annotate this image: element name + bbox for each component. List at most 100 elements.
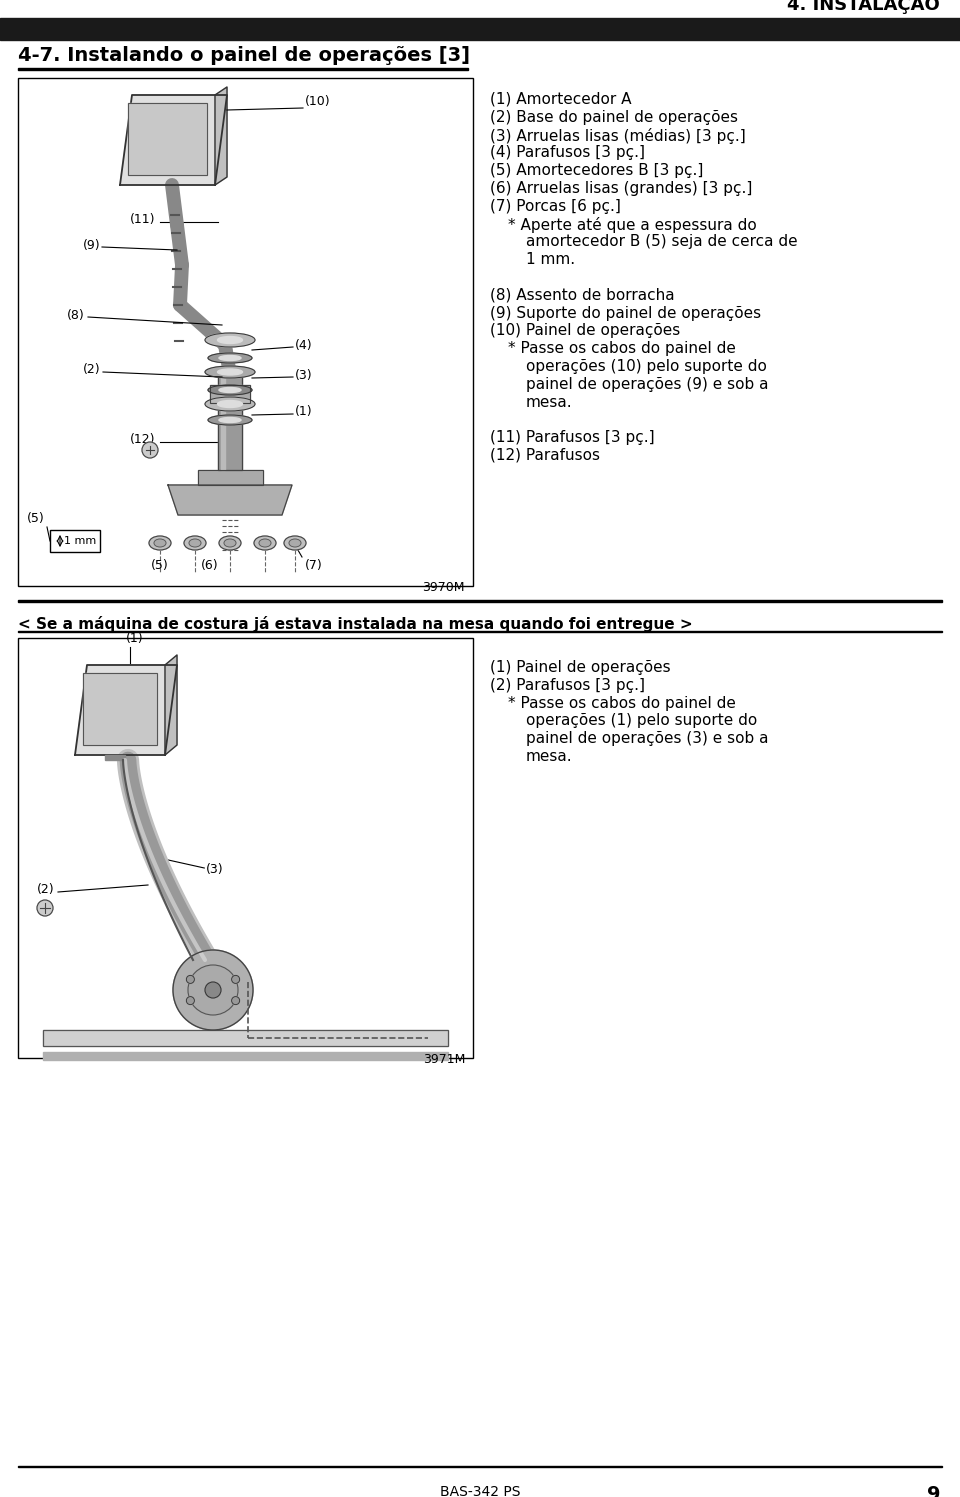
Bar <box>221 376 225 470</box>
Text: (2): (2) <box>37 883 55 897</box>
Text: (1): (1) <box>295 406 313 419</box>
Text: (6) Arruelas lisas (grandes) [3 pç.]: (6) Arruelas lisas (grandes) [3 pç.] <box>490 181 753 196</box>
Ellipse shape <box>205 397 255 412</box>
Text: (4): (4) <box>295 338 313 352</box>
Bar <box>128 103 207 175</box>
Text: 3971M: 3971M <box>422 1052 465 1066</box>
Text: 4-7. Instalando o painel de operações [3]: 4-7. Instalando o painel de operações [3… <box>18 46 470 64</box>
Ellipse shape <box>208 353 252 362</box>
Text: * Passe os cabos do painel de: * Passe os cabos do painel de <box>508 341 736 356</box>
Bar <box>128 103 207 175</box>
Polygon shape <box>168 485 292 515</box>
Bar <box>105 754 125 760</box>
Bar <box>50 530 100 552</box>
Circle shape <box>173 951 253 1030</box>
Bar <box>43 1052 448 1060</box>
Text: painel de operações (9) e sob a: painel de operações (9) e sob a <box>526 377 769 392</box>
Text: (9) Suporte do painel de operações: (9) Suporte do painel de operações <box>490 305 761 320</box>
Bar <box>198 470 263 485</box>
Text: (5): (5) <box>27 512 45 525</box>
Text: (11): (11) <box>130 214 155 226</box>
Bar <box>210 385 250 403</box>
Text: (1) Painel de operações: (1) Painel de operações <box>490 660 671 675</box>
Text: (11) Parafusos [3 pç.]: (11) Parafusos [3 pç.] <box>490 430 655 445</box>
Text: (5): (5) <box>151 558 169 572</box>
Text: amortecedor B (5) seja de cerca de: amortecedor B (5) seja de cerca de <box>526 235 798 250</box>
Text: operações (1) pelo suporte do: operações (1) pelo suporte do <box>526 714 757 729</box>
Bar <box>18 600 942 602</box>
Circle shape <box>186 976 194 984</box>
Text: (3) Arruelas lisas (médias) [3 pç.]: (3) Arruelas lisas (médias) [3 pç.] <box>490 127 746 144</box>
Polygon shape <box>75 665 177 754</box>
Ellipse shape <box>284 536 306 549</box>
Text: (2): (2) <box>83 364 100 377</box>
Bar <box>210 385 250 403</box>
Circle shape <box>188 966 238 1015</box>
Ellipse shape <box>259 539 271 546</box>
Text: painel de operações (3) e sob a: painel de operações (3) e sob a <box>526 731 769 746</box>
Ellipse shape <box>184 536 206 549</box>
Text: * Passe os cabos do painel de: * Passe os cabos do painel de <box>508 696 736 711</box>
Ellipse shape <box>154 539 166 546</box>
Text: (5) Amortecedores B [3 pç.]: (5) Amortecedores B [3 pç.] <box>490 163 704 178</box>
Bar <box>18 67 468 70</box>
Bar <box>83 674 157 746</box>
Text: (1): (1) <box>126 632 144 645</box>
Ellipse shape <box>218 368 243 376</box>
Ellipse shape <box>205 365 255 379</box>
Text: mesa.: mesa. <box>526 395 572 410</box>
Text: (4) Parafusos [3 pç.]: (4) Parafusos [3 pç.] <box>490 145 645 160</box>
Text: (10): (10) <box>305 96 330 108</box>
Ellipse shape <box>208 415 252 425</box>
Text: (3): (3) <box>295 368 313 382</box>
Polygon shape <box>215 87 227 186</box>
Ellipse shape <box>224 539 236 546</box>
Ellipse shape <box>219 355 241 361</box>
Text: (1) Amortecedor A: (1) Amortecedor A <box>490 91 632 106</box>
Ellipse shape <box>219 536 241 549</box>
Ellipse shape <box>218 337 243 343</box>
Polygon shape <box>165 656 177 754</box>
Text: (7) Porcas [6 pç.]: (7) Porcas [6 pç.] <box>490 199 621 214</box>
Text: * Aperte até que a espessura do: * Aperte até que a espessura do <box>508 217 756 232</box>
Circle shape <box>231 976 240 984</box>
Ellipse shape <box>208 385 252 395</box>
Text: (2) Base do painel de operações: (2) Base do painel de operações <box>490 109 738 124</box>
Text: BAS-342 PS: BAS-342 PS <box>440 1485 520 1497</box>
Text: (12) Parafusos: (12) Parafusos <box>490 448 600 463</box>
Bar <box>43 1030 448 1046</box>
Text: (12): (12) <box>130 434 155 446</box>
Text: (2) Parafusos [3 pç.]: (2) Parafusos [3 pç.] <box>490 678 645 693</box>
Text: mesa.: mesa. <box>526 748 572 763</box>
Bar <box>18 638 473 1058</box>
Text: 1 mm: 1 mm <box>64 536 96 546</box>
Ellipse shape <box>189 539 201 546</box>
Ellipse shape <box>289 539 301 546</box>
Text: (6): (6) <box>202 558 219 572</box>
Bar <box>83 674 157 746</box>
Bar <box>18 78 473 585</box>
Bar <box>43 1030 448 1046</box>
Text: 1 mm.: 1 mm. <box>526 251 575 266</box>
Ellipse shape <box>219 388 241 392</box>
Text: 3970M: 3970M <box>422 581 465 594</box>
Text: < Se a máquina de costura já estava instalada na mesa quando foi entregue >: < Se a máquina de costura já estava inst… <box>18 615 692 632</box>
Text: (8): (8) <box>67 308 85 322</box>
Bar <box>198 470 263 485</box>
Ellipse shape <box>218 401 243 407</box>
Ellipse shape <box>149 536 171 549</box>
Circle shape <box>186 997 194 1004</box>
Bar <box>218 376 242 470</box>
Text: (10) Painel de operações: (10) Painel de operações <box>490 323 681 338</box>
Text: 9: 9 <box>926 1485 940 1497</box>
Ellipse shape <box>254 536 276 549</box>
Bar <box>18 630 942 632</box>
Circle shape <box>142 442 158 458</box>
Text: (9): (9) <box>83 238 100 251</box>
Bar <box>0 18 960 40</box>
Text: (3): (3) <box>206 864 224 877</box>
Text: operações (10) pelo suporte do: operações (10) pelo suporte do <box>526 359 767 374</box>
Text: (8) Assento de borracha: (8) Assento de borracha <box>490 287 675 302</box>
Ellipse shape <box>219 418 241 422</box>
Bar <box>218 376 242 470</box>
